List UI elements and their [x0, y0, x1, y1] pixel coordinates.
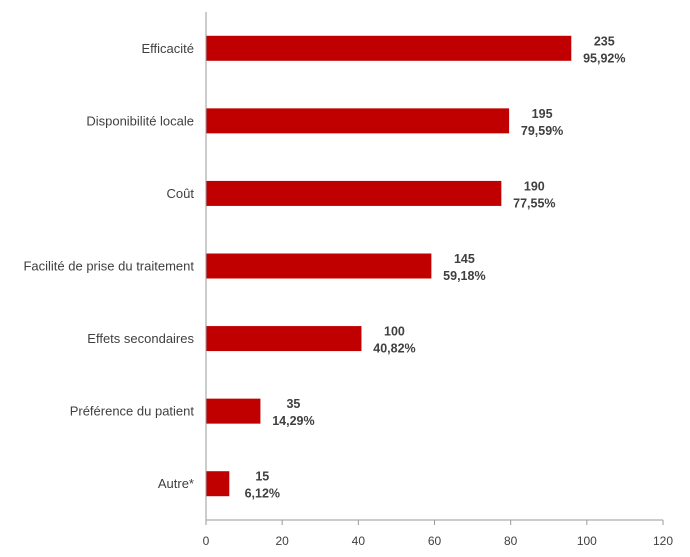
category-label-2: Coût: [167, 186, 195, 201]
percent-label-2: 77,55%: [513, 196, 555, 210]
bar-0: [206, 35, 572, 61]
x-ticks-group: 0 20 40 60 80 100 120: [203, 520, 673, 548]
value-label-2: 190: [524, 179, 545, 193]
percent-label-3: 59,18%: [443, 269, 485, 283]
value-label-4: 100: [384, 325, 405, 339]
category-label-1: Disponibilité locale: [86, 113, 194, 128]
x-tick-label-4: 80: [504, 534, 518, 548]
category-label-3: Facilité de prise du traitement: [23, 259, 194, 274]
category-label-0: Efficacité: [141, 41, 194, 56]
percent-label-1: 79,59%: [521, 124, 563, 138]
x-tick-label-0: 0: [203, 534, 210, 548]
bar-1: [206, 108, 510, 134]
bar-6: [206, 471, 230, 497]
x-tick-label-5: 100: [577, 534, 597, 548]
bar-3: [206, 253, 432, 279]
percent-label-6: 6,12%: [245, 487, 280, 501]
data-labels-group: 235 95,92% 195 79,59% 190 77,55% 145 59,18% 100 4…: [245, 34, 626, 500]
percent-label-5: 14,29%: [272, 414, 314, 428]
x-tick-label-1: 20: [275, 534, 289, 548]
category-label-6: Autre*: [158, 476, 194, 491]
x-tick-label-3: 60: [428, 534, 442, 548]
bars-group: [206, 35, 572, 497]
category-label-4: Effets secondaires: [87, 331, 194, 346]
value-label-3: 145: [454, 252, 475, 266]
value-label-0: 235: [594, 34, 615, 48]
percent-label-0: 95,92%: [583, 51, 625, 65]
bar-5: [206, 398, 261, 424]
x-tick-label-6: 120: [653, 534, 673, 548]
category-labels-group: Efficacité Disponibilité locale Coût Facili…: [23, 41, 194, 491]
category-label-5: Préférence du patient: [70, 404, 195, 419]
x-tick-label-2: 40: [352, 534, 366, 548]
bar-2: [206, 180, 502, 206]
value-label-6: 15: [255, 470, 269, 484]
percent-label-4: 40,82%: [373, 342, 415, 356]
value-label-1: 195: [532, 107, 553, 121]
bar-4: [206, 326, 362, 352]
value-label-5: 35: [286, 397, 300, 411]
